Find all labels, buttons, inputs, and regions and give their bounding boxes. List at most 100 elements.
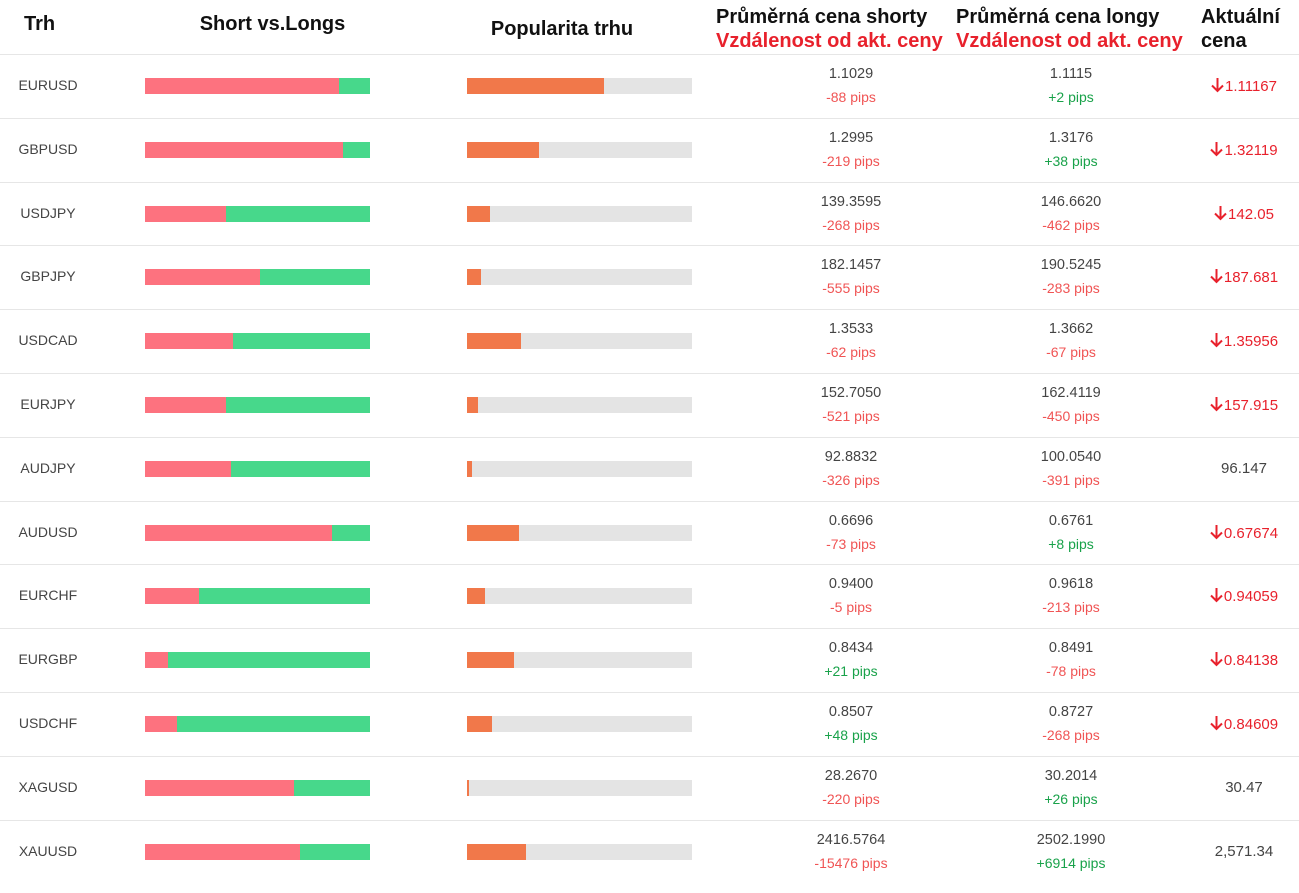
current-price: 0.84138 <box>1190 651 1298 669</box>
market-symbol[interactable]: EURGBP <box>18 651 78 668</box>
avg-long-pips: +8 pips <box>1048 535 1094 552</box>
avg-short-pips: +21 pips <box>824 663 878 680</box>
table-row[interactable]: USDCAD 1.3533 -62 pips 1.3662 -67 pips 1.3595… <box>0 309 1299 374</box>
short-portion <box>145 78 339 94</box>
current-price-value: 1.11167 <box>1225 78 1277 95</box>
avg-long-price: 30.2014 <box>1044 767 1098 784</box>
current-price: 187.681 <box>1190 268 1298 286</box>
popularity-bar <box>467 397 692 413</box>
avg-short-pips: -73 pips <box>826 535 876 552</box>
table-row[interactable]: AUDUSD 0.6696 -73 pips 0.6761 +8 pips 0.67674 <box>0 500 1299 566</box>
table-row[interactable]: XAUUSD 2416.5764 -15476 pips 2502.1990 +6914… <box>0 819 1299 885</box>
short-portion <box>145 843 301 860</box>
table-row[interactable]: EURGBP 0.8434 +21 pips 0.8491 -78 pips 0.8413… <box>0 628 1299 693</box>
avg-short-pips: -62 pips <box>826 344 876 361</box>
current-price: 0.67674 <box>1190 524 1298 542</box>
short-portion <box>145 524 332 541</box>
market-symbol[interactable]: GBPUSD <box>18 140 78 157</box>
avg-short-price: 1.2995 <box>828 129 874 146</box>
header-current-price: Aktuální cena <box>1201 5 1280 53</box>
avg-short-price: 92.8832 <box>824 448 878 465</box>
current-price: 1.32119 <box>1190 141 1298 159</box>
avg-long-pips: +26 pips <box>1044 790 1098 807</box>
short-portion <box>145 460 231 477</box>
market-symbol[interactable]: EURUSD <box>18 77 78 93</box>
short-portion <box>145 588 199 605</box>
avg-long-pips: +2 pips <box>1048 89 1094 105</box>
short-vs-long-bar <box>145 460 370 477</box>
table-row[interactable]: AUDJPY 92.8832 -326 pips 100.0540 -391 pips 9… <box>0 436 1299 502</box>
popularity-fill <box>467 397 479 413</box>
avg-short-price: 28.2670 <box>824 767 878 784</box>
popularity-bar <box>467 78 692 94</box>
avg-short-pips: -88 pips <box>826 89 876 105</box>
popularity-bar <box>467 205 692 222</box>
table-row[interactable]: GBPUSD 1.2995 -219 pips 1.3176 +38 pips 1.321… <box>0 117 1299 183</box>
avg-long-pips: +6914 pips <box>1036 854 1106 871</box>
popularity-bar <box>467 333 692 350</box>
market-symbol[interactable]: AUDUSD <box>18 523 78 540</box>
avg-short-price: 1.1029 <box>828 66 874 82</box>
avg-long-price: 162.4119 <box>1041 385 1101 401</box>
avg-long-pips: -462 pips <box>1042 216 1100 233</box>
market-symbol[interactable]: USDCAD <box>18 332 78 349</box>
avg-long-pips: -78 pips <box>1046 663 1096 680</box>
current-price: 30.47 <box>1190 779 1298 796</box>
popularity-fill <box>467 588 485 605</box>
short-vs-long-bar <box>145 205 370 222</box>
arrow-down-icon <box>1210 333 1223 348</box>
current-price: 96.147 <box>1190 460 1298 477</box>
avg-long-price: 190.5245 <box>1040 257 1102 274</box>
avg-long-price: 1.3176 <box>1048 129 1094 146</box>
short-vs-long-bar <box>145 269 370 286</box>
current-price: 0.94059 <box>1190 587 1298 605</box>
market-symbol[interactable]: USDJPY <box>20 204 76 221</box>
table-row[interactable]: EURJPY 152.7050 -521 pips 162.4119 -450 pips… <box>0 373 1299 438</box>
table-row[interactable]: USDJPY 139.3595 -268 pips 146.6620 -462 pips… <box>0 181 1299 247</box>
table-header: Trh Short vs.Longs Popularita trhu Průmě… <box>0 0 1299 54</box>
avg-short-price: 139.3595 <box>820 193 882 210</box>
avg-long-pips: -450 pips <box>1042 408 1100 424</box>
current-price-value: 157.915 <box>1223 397 1279 414</box>
short-portion <box>145 269 260 286</box>
popularity-fill <box>467 460 472 477</box>
market-symbol[interactable]: GBPJPY <box>20 268 76 285</box>
table-row[interactable]: USDCHF 0.8507 +48 pips 0.8727 -268 pips 0.846… <box>0 692 1299 757</box>
avg-short-pips: -219 pips <box>822 152 880 169</box>
market-symbol[interactable]: AUDJPY <box>20 459 76 476</box>
avg-long-price: 146.6620 <box>1040 193 1102 210</box>
current-price-value: 1.32119 <box>1224 141 1278 159</box>
table-row[interactable]: EURCHF 0.9400 -5 pips 0.9618 -213 pips 0.9405… <box>0 564 1299 629</box>
current-price: 1.35956 <box>1190 332 1298 350</box>
header-avg-short-subtitle: Vzdálenost od akt. ceny <box>716 30 943 52</box>
short-portion <box>145 779 294 796</box>
current-price: 1.11167 <box>1190 77 1298 95</box>
header-current-line2: cena <box>1201 30 1247 52</box>
table-row[interactable]: EURUSD 1.1029 -88 pips 1.1115 +2 pips 1.11167 <box>0 54 1299 119</box>
avg-long-pips: -67 pips <box>1046 344 1096 361</box>
table-row[interactable]: GBPJPY 182.1457 -555 pips 190.5245 -283 pips… <box>0 245 1299 310</box>
short-vs-long-bar <box>145 397 370 413</box>
current-price-value: 0.84138 <box>1223 652 1279 670</box>
short-portion <box>145 397 226 413</box>
avg-long-price: 0.6761 <box>1048 512 1094 529</box>
avg-short-pips: +48 pips <box>824 727 878 743</box>
arrow-down-icon <box>1210 397 1223 412</box>
avg-long-price: 0.9618 <box>1048 576 1094 593</box>
table-row[interactable]: XAGUSD 28.2670 -220 pips 30.2014 +26 pips 30.… <box>0 755 1299 821</box>
market-symbol[interactable]: XAUUSD <box>18 842 78 859</box>
avg-short-pips: -326 pips <box>822 471 880 488</box>
avg-long-price: 100.0540 <box>1040 448 1102 465</box>
popularity-bar <box>467 716 692 732</box>
market-symbol[interactable]: XAGUSD <box>18 778 78 795</box>
market-symbol[interactable]: USDCHF <box>18 715 78 731</box>
popularity-bar <box>467 588 692 605</box>
header-avg-long-subtitle: Vzdálenost od akt. ceny <box>956 30 1183 52</box>
market-symbol[interactable]: EURCHF <box>18 587 78 604</box>
header-avg-long: Průměrná cena longy Vzdálenost od akt. c… <box>956 5 1183 53</box>
arrow-down-icon <box>1210 588 1223 603</box>
short-vs-long-bar <box>145 524 370 541</box>
market-symbol[interactable]: EURJPY <box>20 396 76 412</box>
avg-short-price: 0.6696 <box>828 512 874 529</box>
arrow-down-icon <box>1210 269 1223 284</box>
